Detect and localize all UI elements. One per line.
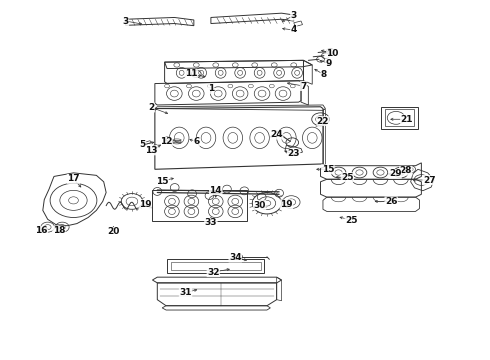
Text: 9: 9 [326,59,332,68]
Text: 27: 27 [423,176,436,185]
Text: 6: 6 [193,137,199,146]
Text: 8: 8 [321,70,327,79]
Text: 30: 30 [253,201,266,210]
Text: 11: 11 [185,69,197,78]
Text: 24: 24 [270,130,283,139]
Text: 15: 15 [321,165,334,174]
Text: 25: 25 [345,216,358,225]
Text: 14: 14 [209,185,222,194]
Text: 18: 18 [52,226,65,235]
Text: 12: 12 [160,137,172,146]
Text: 5: 5 [140,140,146,149]
Text: 4: 4 [291,26,297,35]
Text: 19: 19 [139,200,151,209]
Bar [171,262,261,270]
Text: 7: 7 [300,82,307,91]
Text: 16: 16 [35,226,48,235]
Text: 32: 32 [207,268,220,277]
Text: 10: 10 [326,49,339,58]
Text: 13: 13 [145,146,158,155]
Text: 2: 2 [148,103,154,112]
Text: 29: 29 [389,170,401,179]
Text: 1: 1 [208,84,214,93]
Text: 25: 25 [341,173,354,182]
Text: 17: 17 [67,175,80,184]
Text: 21: 21 [400,115,413,124]
Text: 22: 22 [317,117,329,126]
Bar [381,107,418,129]
Text: 15: 15 [156,176,169,185]
Text: 33: 33 [205,219,217,228]
Text: 19: 19 [280,200,293,209]
Text: 3: 3 [291,11,297,20]
Bar [385,109,414,126]
Bar [167,259,265,273]
Text: 26: 26 [385,197,397,206]
Text: 34: 34 [229,253,242,262]
Text: 28: 28 [399,166,412,175]
Text: 20: 20 [107,227,120,236]
Text: 3: 3 [122,17,129,26]
Text: 31: 31 [179,288,192,297]
Bar [152,190,247,221]
Text: 23: 23 [288,149,300,158]
